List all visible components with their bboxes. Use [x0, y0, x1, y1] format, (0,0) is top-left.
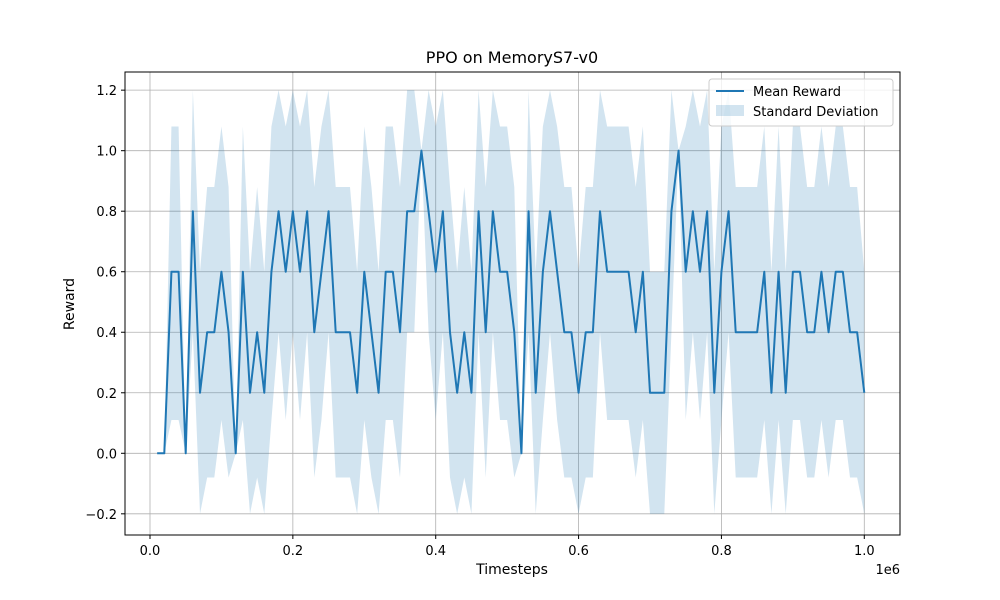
y-tick-label: 1.2 — [96, 84, 117, 99]
mean-line — [157, 149, 866, 455]
mean-reward-line — [157, 149, 866, 455]
legend: Mean Reward Standard Deviation — [708, 78, 894, 127]
y-tick-label: 0.6 — [96, 266, 117, 281]
x-tick-label: 0.4 — [425, 544, 446, 559]
x-axis-offset-label: 1e6 — [875, 563, 900, 578]
plot-frame — [124, 71, 901, 536]
legend-box — [708, 78, 894, 127]
grid — [125, 72, 900, 535]
x-tick-label: 0.2 — [283, 544, 304, 559]
y-tick-label: 0.4 — [96, 326, 117, 341]
legend-fill-swatch — [716, 105, 744, 116]
x-tick-label: 0.8 — [711, 544, 732, 559]
y-tick-label: 1.0 — [96, 145, 117, 160]
y-tick-label: −0.2 — [85, 508, 117, 523]
x-axis-label: Timesteps — [475, 562, 548, 578]
chart-title: PPO on MemoryS7-v0 — [426, 48, 598, 67]
x-axis: 0.0 0.2 0.4 0.6 0.8 1.0 — [140, 535, 875, 559]
legend-label-std: Standard Deviation — [753, 105, 878, 120]
x-tick-label: 0.0 — [140, 544, 161, 559]
x-tick-label: 0.6 — [568, 544, 589, 559]
y-axis: −0.2 0.0 0.2 0.4 0.6 0.8 1.0 1.2 — [85, 84, 125, 523]
y-axis-label: Reward — [62, 278, 78, 330]
x-tick-label: 1.0 — [854, 544, 875, 559]
y-tick-label: 0.8 — [96, 205, 117, 220]
y-tick-label: 0.2 — [96, 387, 117, 402]
y-tick-label: 0.0 — [96, 447, 117, 462]
legend-label-mean: Mean Reward — [753, 85, 841, 100]
